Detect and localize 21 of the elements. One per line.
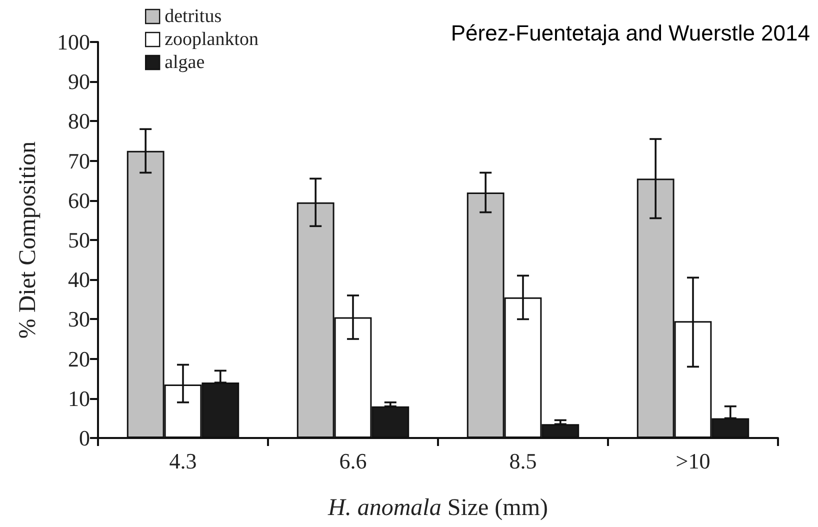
- y-tick-label: 80: [68, 108, 90, 134]
- y-tick-label: 40: [68, 267, 90, 292]
- x-axis-title: H. anomala Size (mm): [327, 495, 548, 521]
- y-tick-label: 20: [68, 346, 90, 372]
- y-tick-label: 70: [68, 148, 90, 174]
- y-tick-label: 10: [68, 386, 90, 411]
- y-tick-label: 60: [68, 188, 90, 213]
- x-tick-label: 8.5: [509, 448, 537, 474]
- legend-label: zooplankton: [164, 29, 260, 50]
- legend-label: detritus: [164, 6, 222, 27]
- y-tick-label: 30: [68, 306, 90, 332]
- legend-label: algae: [164, 52, 205, 73]
- y-axis-title: % Diet Composition: [15, 141, 41, 339]
- y-tick-label: 0: [79, 426, 90, 450]
- annotation: Pérez-Fuentetaja and Wuerstle 2014: [450, 20, 810, 46]
- y-tick-label: 50: [68, 228, 90, 252]
- y-tick-label: 100: [57, 30, 90, 54]
- x-tick-label: >10: [676, 448, 710, 474]
- x-tick-label: 6.6: [339, 448, 367, 474]
- y-tick-label: 90: [68, 69, 90, 94]
- x-tick-label: 4.3: [169, 448, 197, 474]
